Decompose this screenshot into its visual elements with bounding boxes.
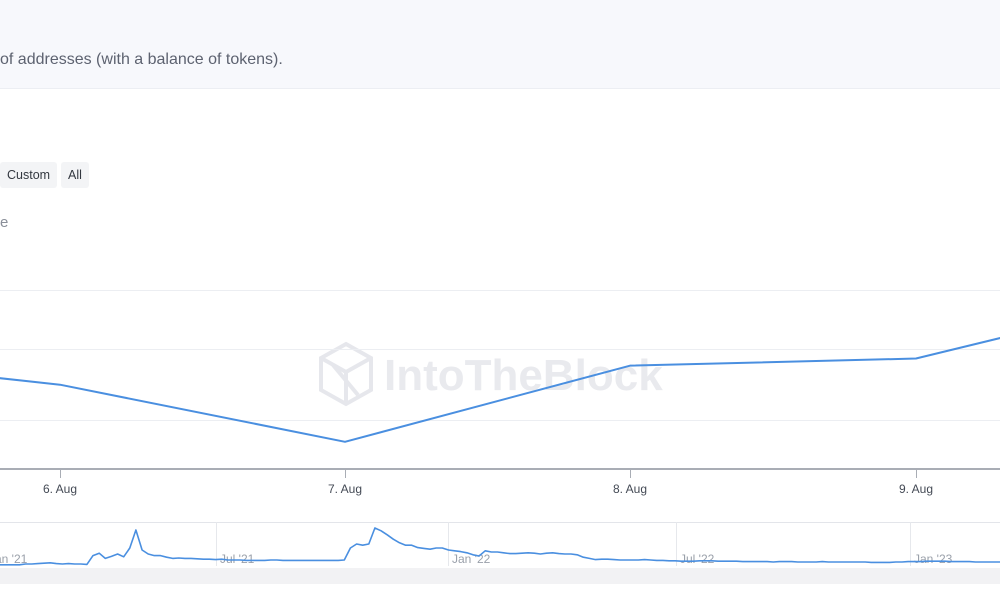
header-band	[0, 0, 1000, 89]
series-label-fragment: e	[0, 214, 9, 231]
grid-lines	[0, 290, 1000, 421]
navigator-tick-label: Jul '22	[680, 552, 715, 566]
x-tick-label: 7. Aug	[328, 482, 362, 496]
navigator-scrollbar[interactable]	[0, 568, 1000, 584]
series-line[interactable]	[0, 337, 1000, 443]
range-all-button[interactable]: All	[61, 162, 89, 188]
navigator-tick-label: Jan '21	[0, 552, 28, 566]
navigator[interactable]: Jan '21 Jul '21 Jan '22 Jul '22 Jan '23	[0, 522, 1000, 584]
watermark-text: IntoTheBlock	[384, 351, 663, 400]
x-tick-label: 6. Aug	[43, 482, 77, 496]
navigator-tick-label: Jan '23	[914, 552, 953, 566]
x-tick-label: 9. Aug	[899, 482, 933, 496]
watermark: IntoTheBlock	[319, 341, 663, 407]
main-series[interactable]	[0, 337, 1000, 443]
navigator-tick-label: Jan '22	[452, 552, 491, 566]
navigator-tick-label: Jul '21	[220, 552, 255, 566]
navigator-series-line	[0, 527, 1000, 566]
chart-description: of addresses (with a balance of tokens).	[0, 51, 283, 68]
x-axis: 6. Aug 7. Aug 8. Aug 9. Aug	[0, 468, 1000, 496]
x-tick-label: 8. Aug	[613, 482, 647, 496]
range-custom-button[interactable]: Custom	[0, 162, 58, 188]
intotheblock-logo-icon	[319, 341, 373, 407]
